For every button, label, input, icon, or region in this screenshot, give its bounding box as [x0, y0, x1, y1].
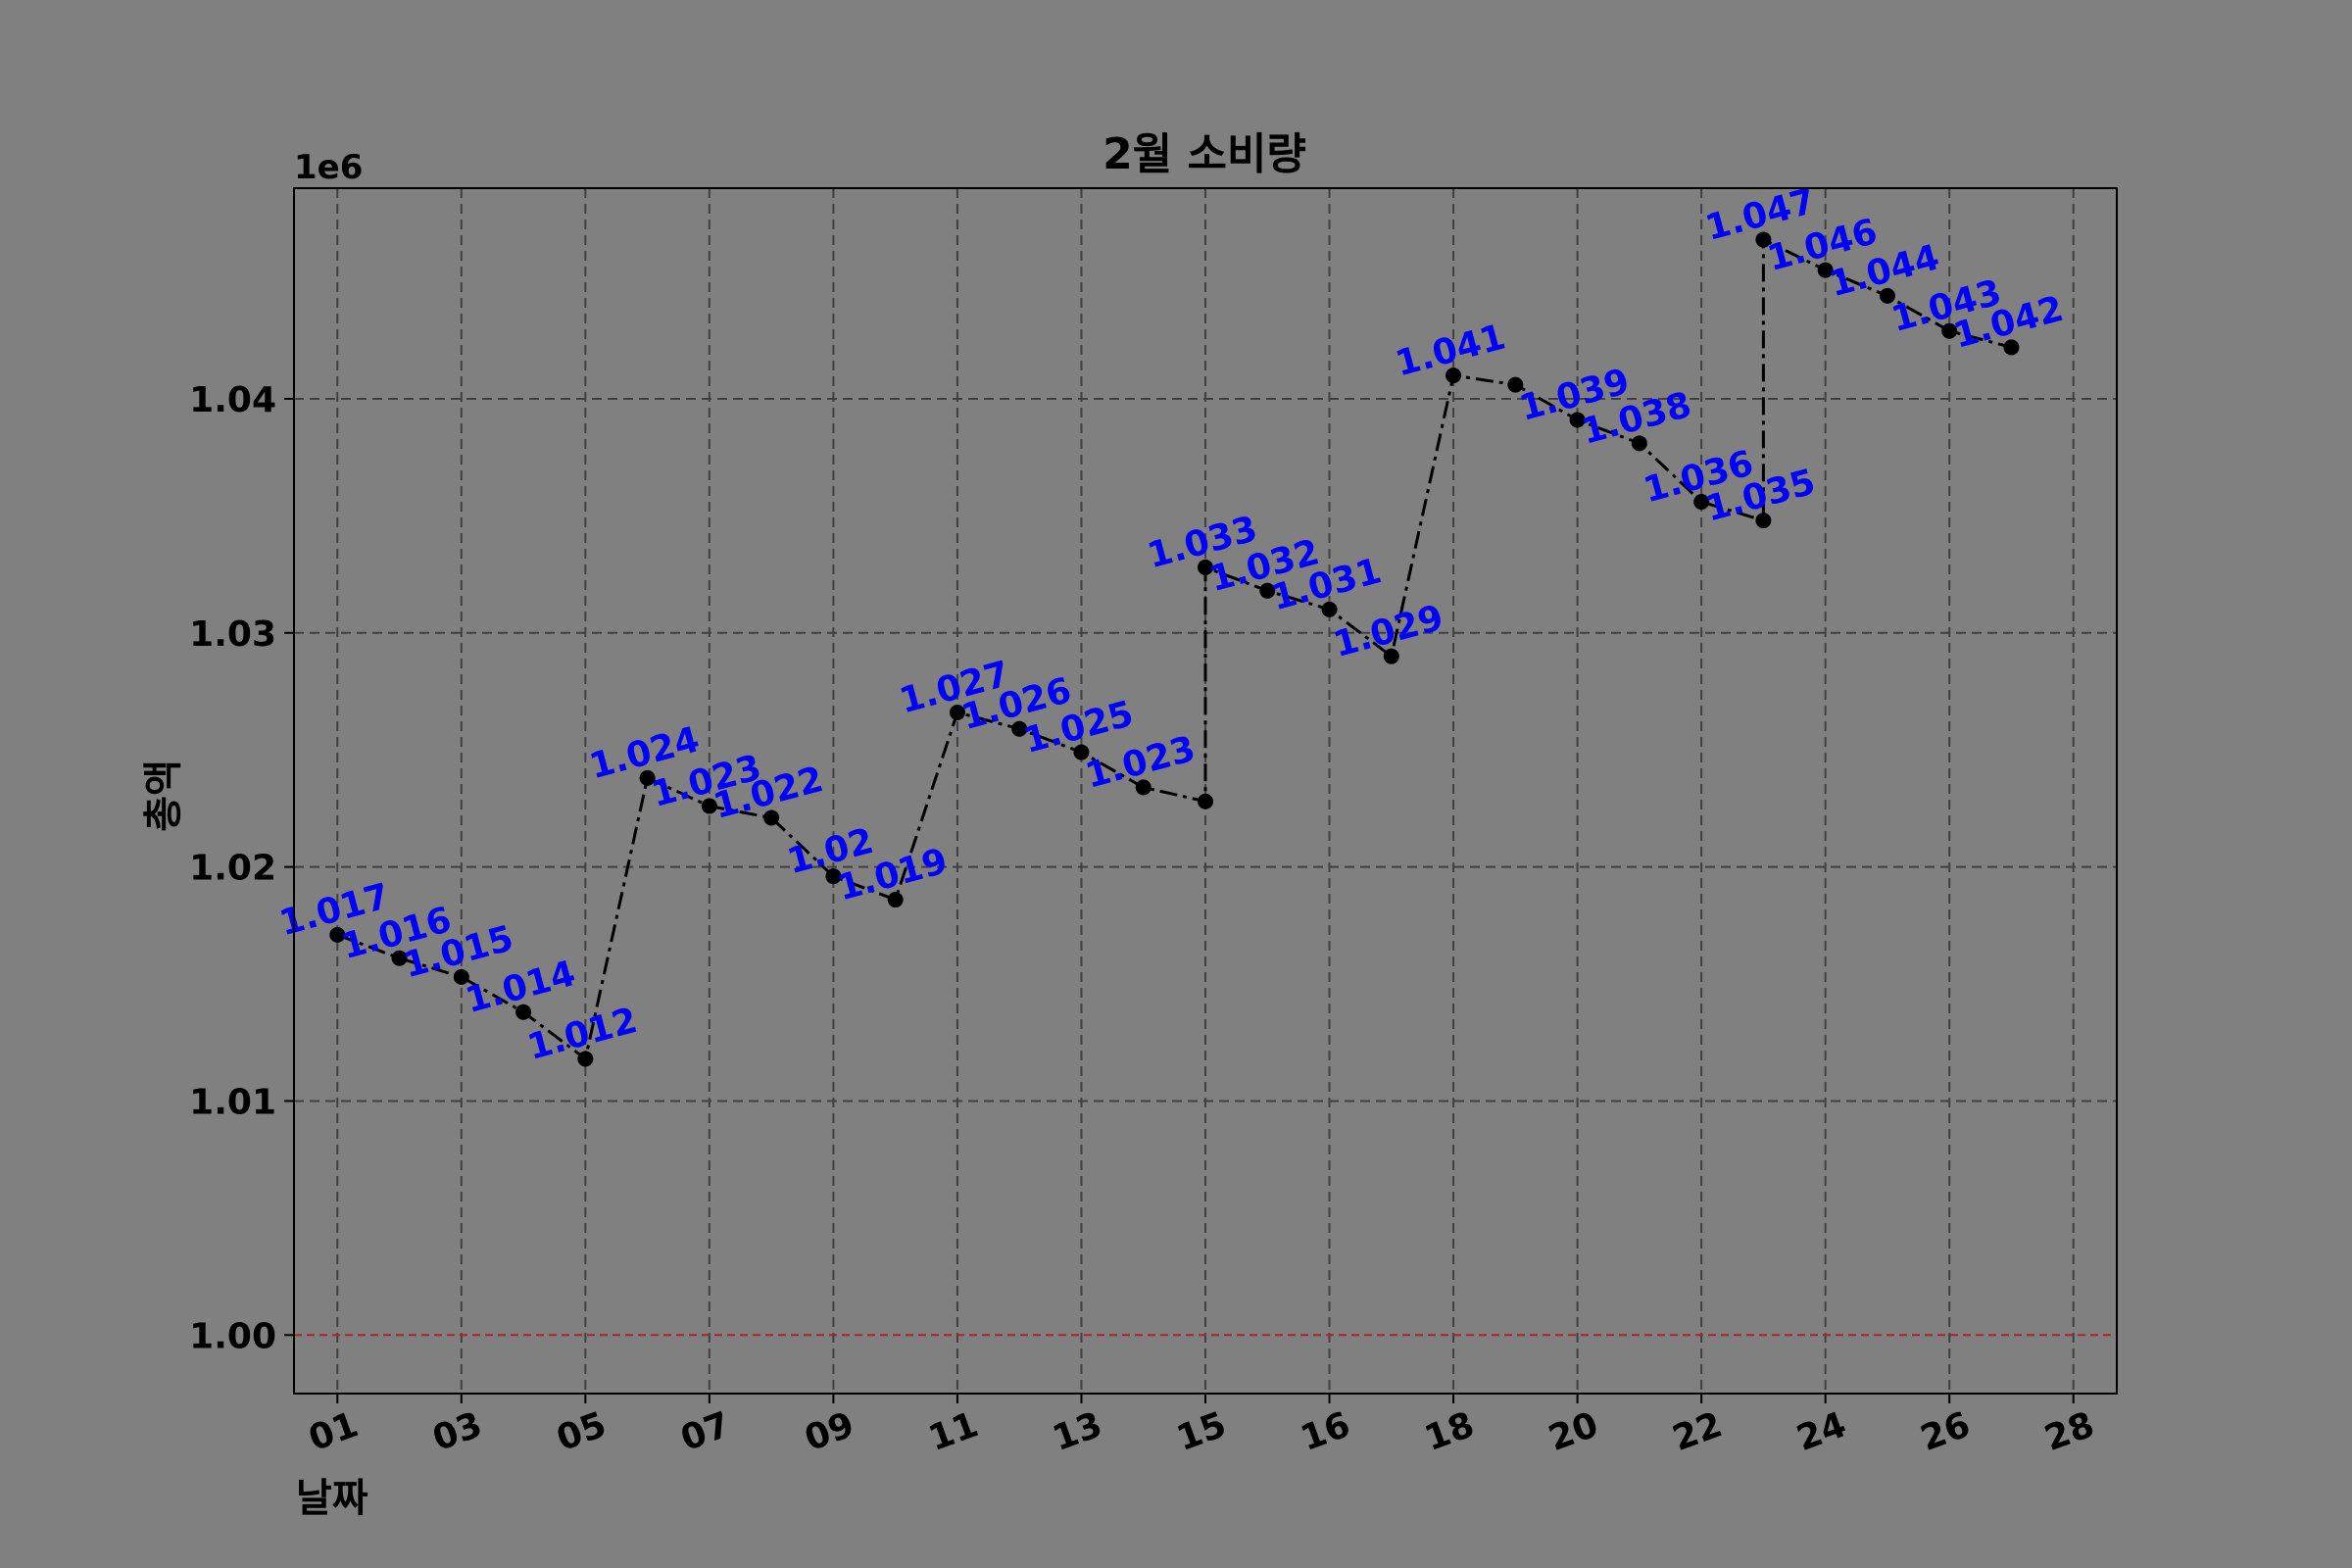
data-point: [1383, 648, 1399, 664]
data-point: [1817, 262, 1834, 278]
data-point: [1011, 720, 1028, 737]
y-tick-label: 1.02: [189, 849, 276, 889]
x-axis-ticks: 01 03 05 07 09 11 13 15 16 18 20 22 24 26 28: [304, 1394, 2099, 1459]
y-axis-offset-label: 1e6: [294, 148, 363, 187]
x-tick-label: 07: [675, 1404, 735, 1459]
data-point: [1259, 582, 1276, 599]
data-point: [1198, 793, 1213, 809]
data-point: [391, 950, 408, 966]
data-point: [1755, 513, 1772, 529]
data-point: [701, 798, 717, 814]
data-point: [1321, 601, 1338, 617]
data-point: [2003, 339, 2020, 356]
x-axis-label: 날짜: [296, 1476, 368, 1521]
y-axis-label: 총액: [141, 760, 186, 832]
data-point: [453, 968, 469, 985]
data-point: [329, 926, 346, 943]
data-point: [887, 892, 904, 908]
data-point: [1198, 559, 1213, 575]
grid-lines: [294, 188, 2117, 1394]
chart-title: 2월 소비량: [1102, 129, 1306, 179]
data-point: [1941, 322, 1958, 339]
x-tick-label: 18: [1420, 1404, 1480, 1459]
x-tick-label: 16: [1296, 1404, 1355, 1459]
x-tick-label: 15: [1172, 1404, 1232, 1459]
data-point: [639, 769, 656, 786]
y-tick-label: 1.03: [189, 614, 276, 655]
data-point: [1507, 376, 1524, 393]
data-labels: 1.0171.0161.0151.0141.0121.0241.0231.022…: [275, 181, 2068, 1068]
data-point: [1755, 231, 1772, 248]
x-tick-label: 03: [427, 1404, 487, 1459]
data-series: [329, 231, 2020, 1067]
x-tick-label: 26: [1916, 1404, 1976, 1459]
data-point: [1631, 435, 1647, 452]
data-point: [825, 868, 842, 885]
y-axis-ticks: 1.00 1.01 1.02 1.03 1.04: [189, 380, 294, 1356]
x-tick-label: 13: [1048, 1404, 1107, 1459]
data-point: [515, 1004, 532, 1020]
x-tick-label: 05: [552, 1404, 612, 1459]
data-point: [1693, 494, 1710, 511]
x-tick-label: 20: [1544, 1404, 1603, 1459]
x-tick-label: 09: [800, 1404, 859, 1459]
data-point: [1135, 779, 1152, 796]
plot-frame: [293, 187, 2118, 1395]
x-tick-label: 28: [2039, 1404, 2099, 1459]
data-point: [1569, 412, 1586, 428]
y-tick-label: 1.04: [189, 380, 276, 420]
data-point: [1446, 368, 1462, 384]
x-tick-label: 11: [923, 1404, 983, 1459]
y-tick-label: 1.01: [189, 1082, 276, 1122]
data-point: [1879, 287, 1895, 304]
data-point: [1073, 744, 1090, 760]
series-line: [336, 237, 2012, 1062]
data-point: [949, 704, 965, 720]
x-tick-label: 22: [1668, 1404, 1728, 1459]
data-point: [763, 809, 780, 826]
data-point: [577, 1051, 594, 1067]
x-tick-label: 24: [1791, 1404, 1851, 1459]
x-tick-label: 01: [304, 1404, 364, 1459]
y-tick-label: 1.00: [189, 1316, 276, 1356]
